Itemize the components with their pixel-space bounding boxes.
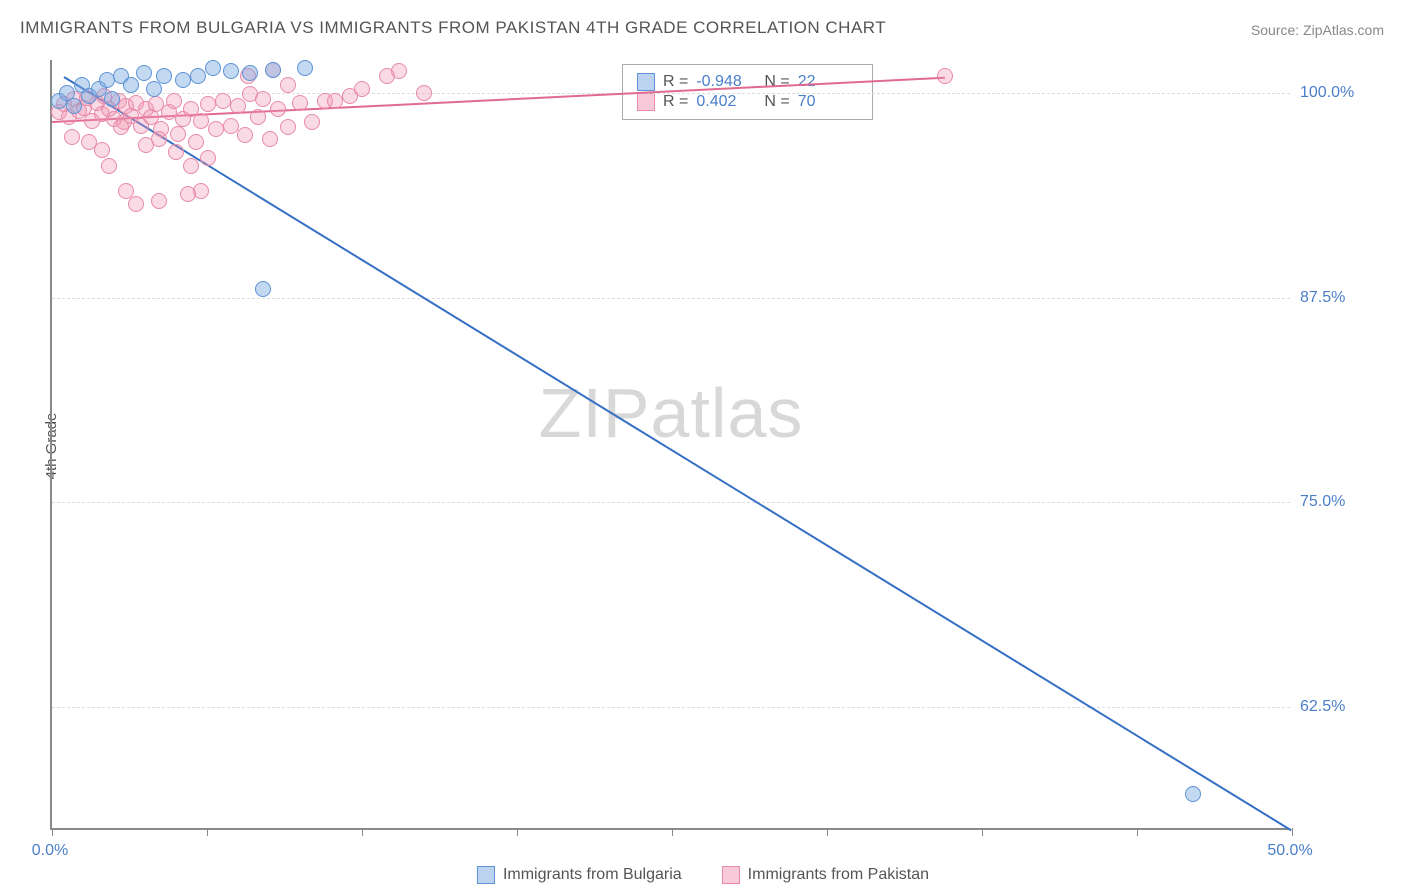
scatter-point [193, 113, 209, 129]
x-tick [207, 828, 208, 836]
x-tick [517, 828, 518, 836]
n-value: 70 [798, 93, 858, 111]
legend-item: Immigrants from Bulgaria [477, 866, 682, 884]
scatter-point [354, 81, 370, 97]
chart-plot-area: ZIPatlas R =-0.948N =22R =0.402N =70 [50, 60, 1290, 830]
scatter-point [416, 85, 432, 101]
scatter-point [304, 114, 320, 130]
x-tick [827, 828, 828, 836]
x-tick [362, 828, 363, 836]
legend-swatch [722, 866, 740, 884]
n-label: N = [764, 73, 789, 91]
r-value: 0.402 [696, 93, 756, 111]
legend-stat-row: R = 0.402 N = 70 [637, 93, 858, 111]
scatter-point [1185, 786, 1201, 802]
x-tick-label: 0.0% [32, 842, 68, 860]
x-tick-label: 50.0% [1267, 842, 1312, 860]
scatter-point [200, 96, 216, 112]
legend-label: Immigrants from Bulgaria [503, 866, 682, 884]
legend-swatch [477, 866, 495, 884]
r-label: R = [663, 93, 688, 111]
chart-title: IMMIGRANTS FROM BULGARIA VS IMMIGRANTS F… [20, 18, 886, 38]
legend-swatch [637, 93, 655, 111]
x-tick [52, 828, 53, 836]
scatter-point [327, 93, 343, 109]
scatter-point [223, 118, 239, 134]
scatter-point [280, 77, 296, 93]
scatter-point [205, 60, 221, 76]
scatter-point [262, 131, 278, 147]
scatter-point [168, 144, 184, 160]
gridline-horizontal [52, 707, 1290, 708]
scatter-point [250, 109, 266, 125]
watermark-text: ZIPatlas [539, 373, 804, 453]
scatter-point [175, 72, 191, 88]
scatter-point [292, 95, 308, 111]
scatter-point [94, 142, 110, 158]
scatter-point [255, 91, 271, 107]
scatter-point [391, 63, 407, 79]
y-tick-label: 87.5% [1300, 289, 1345, 307]
scatter-point [937, 68, 953, 84]
x-tick [982, 828, 983, 836]
scatter-point [156, 68, 172, 84]
y-tick-label: 75.0% [1300, 493, 1345, 511]
x-tick [1137, 828, 1138, 836]
scatter-point [188, 134, 204, 150]
scatter-point [280, 119, 296, 135]
series-legend: Immigrants from Bulgaria Immigrants from … [477, 866, 929, 884]
legend-label: Immigrants from Pakistan [748, 866, 929, 884]
scatter-point [138, 137, 154, 153]
scatter-point [104, 91, 120, 107]
scatter-point [136, 65, 152, 81]
legend-item: Immigrants from Pakistan [722, 866, 929, 884]
scatter-point [66, 98, 82, 114]
scatter-point [166, 93, 182, 109]
r-label: R = [663, 73, 688, 91]
trend-line [64, 77, 1293, 832]
scatter-point [101, 158, 117, 174]
scatter-point [170, 126, 186, 142]
scatter-point [123, 77, 139, 93]
scatter-point [242, 65, 258, 81]
scatter-point [128, 196, 144, 212]
scatter-point [215, 93, 231, 109]
scatter-point [265, 62, 281, 78]
scatter-point [255, 281, 271, 297]
scatter-point [237, 127, 253, 143]
scatter-point [99, 72, 115, 88]
scatter-point [64, 129, 80, 145]
gridline-horizontal [52, 93, 1290, 94]
y-tick-label: 100.0% [1300, 84, 1354, 102]
scatter-point [180, 186, 196, 202]
x-tick [672, 828, 673, 836]
n-label: N = [764, 93, 789, 111]
scatter-point [200, 150, 216, 166]
legend-swatch [637, 73, 655, 91]
gridline-horizontal [52, 298, 1290, 299]
scatter-point [208, 121, 224, 137]
source-text: Source: ZipAtlas.com [1251, 22, 1384, 38]
scatter-point [190, 68, 206, 84]
gridline-horizontal [52, 502, 1290, 503]
scatter-point [270, 101, 286, 117]
scatter-point [151, 193, 167, 209]
scatter-point [183, 158, 199, 174]
scatter-point [297, 60, 313, 76]
scatter-point [146, 81, 162, 97]
scatter-point [230, 98, 246, 114]
y-tick-label: 62.5% [1300, 698, 1345, 716]
scatter-point [113, 119, 129, 135]
scatter-point [223, 63, 239, 79]
